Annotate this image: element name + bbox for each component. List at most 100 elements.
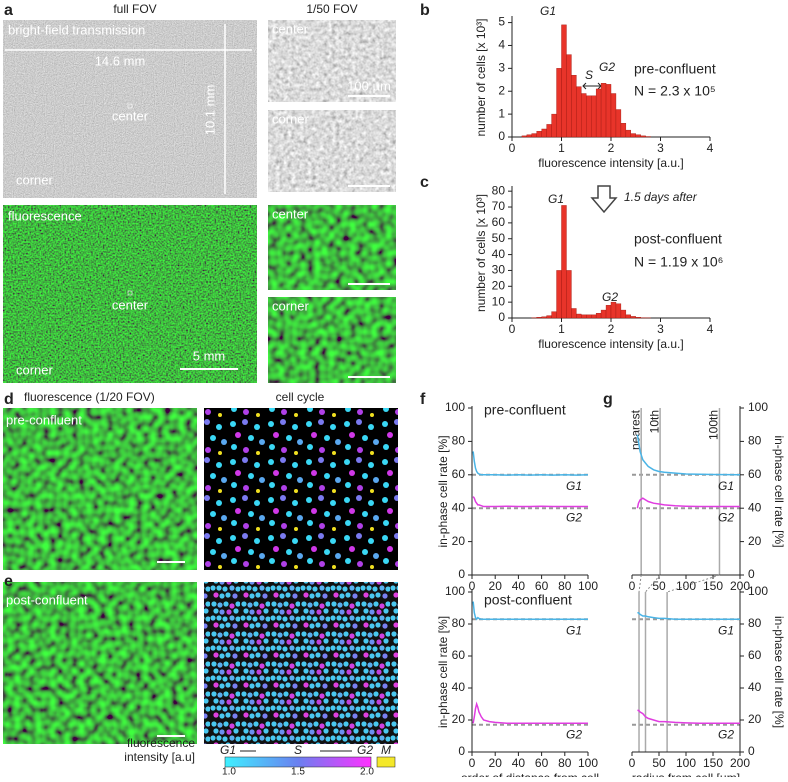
bar (532, 134, 537, 137)
x-axis-label: order of distance from cell (461, 771, 599, 777)
x-tick-label: 50 (652, 756, 666, 770)
condition: post-confluent (634, 231, 722, 247)
image-label: corner (16, 172, 54, 187)
scale-label: 5 mm (193, 348, 226, 363)
y-tick-label: 20 (748, 712, 762, 726)
y-tick-label: 100 (445, 584, 465, 598)
image-label: corner (272, 111, 310, 126)
bar (527, 135, 532, 137)
dimension-label: 14.6 mm (95, 53, 146, 68)
bar (591, 96, 596, 137)
x-tick-label: 150 (703, 756, 723, 770)
panel-label: e (4, 573, 13, 590)
x-tick-label: 2 (608, 322, 615, 336)
m-swatch (377, 757, 395, 767)
image-label: bright-field transmission (8, 22, 145, 37)
heading: 1/50 FOV (306, 2, 357, 16)
y-tick-label: 0 (498, 310, 505, 324)
marker-label: 100th (707, 410, 721, 440)
bar (581, 94, 586, 137)
y-tick-label: 0 (458, 744, 465, 758)
x-tick-label: 0 (469, 756, 476, 770)
annotation: G1 (540, 4, 556, 18)
condition: pre-confluent (484, 402, 566, 418)
count: N = 1.19 x 10⁶ (634, 254, 723, 270)
x-tick-label: 0 (509, 141, 516, 155)
bar (586, 96, 591, 137)
bar (562, 205, 567, 318)
x-tick-label: 60 (535, 756, 549, 770)
image-label: fluorescence (8, 208, 82, 223)
time-arrow (592, 186, 616, 212)
image-label: pre-confluent (6, 412, 82, 427)
bar (552, 114, 557, 137)
y-tick-label: 80 (452, 434, 466, 448)
y-tick-label: 0 (458, 567, 465, 581)
y-axis-label: number of cells [x 10³] (474, 18, 488, 136)
series-label: G1 (718, 623, 734, 637)
bar (591, 315, 596, 318)
count: N = 2.3 x 10⁵ (634, 83, 716, 99)
y-axis-label: in-phase cell rate [%] (436, 435, 450, 547)
bar (601, 83, 606, 137)
bar (547, 316, 552, 318)
x-tick-label: 100 (676, 579, 696, 593)
image-label: corner (272, 298, 310, 313)
y-tick-label: 20 (452, 712, 466, 726)
bar (621, 123, 626, 137)
heading: fluorescence (1/20 FOV) (24, 390, 155, 404)
bar (616, 304, 621, 318)
image-label: center (272, 206, 309, 221)
phase-label: G2 (357, 743, 373, 757)
bar (636, 135, 641, 137)
y-tick-label: 20 (492, 278, 506, 292)
series-label: G1 (718, 479, 734, 493)
image-label: center (112, 108, 149, 123)
colorbar-tick: 1.0 (222, 767, 236, 777)
bar (641, 136, 646, 137)
bar (537, 317, 542, 318)
y-tick-label: 0 (498, 129, 505, 143)
panel-label: c (420, 174, 429, 191)
x-tick-label: 4 (707, 322, 714, 336)
bar (611, 302, 616, 318)
y-tick-label: 40 (492, 247, 506, 261)
y-tick-label: 60 (452, 467, 466, 481)
bar (606, 305, 611, 318)
x-axis-label: radius from cell [µm] (632, 771, 740, 777)
y-tick-label: 5 (498, 15, 505, 29)
y-tick-label: 30 (492, 263, 506, 277)
condition: post-confluent (484, 592, 572, 608)
series-label: G2 (718, 511, 734, 525)
x-tick-label: 0 (629, 756, 636, 770)
phase-label: S (294, 743, 302, 757)
annotation: S (585, 68, 593, 82)
colorbar-tick: 2.0 (360, 767, 374, 777)
y-tick-label: 80 (748, 434, 762, 448)
bar (571, 308, 576, 318)
image-label: post-confluent (6, 592, 88, 607)
panel-label: f (420, 391, 426, 408)
y-tick-label: 100 (445, 400, 465, 414)
image-label: center (112, 297, 149, 312)
x-tick-label: 100 (676, 756, 696, 770)
bar (616, 110, 621, 137)
panel-a: a full FOV 1/50 FOV bright-field transmi… (3, 2, 396, 383)
y-tick-label: 40 (452, 500, 466, 514)
x-tick-label: 80 (558, 756, 572, 770)
colorbar-tick: 1.5 (291, 767, 305, 777)
y-tick-label: 70 (492, 199, 506, 213)
x-tick-label: 100 (578, 756, 598, 770)
marker-label: 10th (647, 410, 661, 433)
y-tick-label: 100 (748, 400, 768, 414)
x-tick-label: 40 (512, 579, 526, 593)
y-tick-label: 60 (748, 467, 762, 481)
y-axis-label: in-phase cell rate [%] (772, 616, 786, 728)
bar (581, 315, 586, 318)
x-tick-label: 3 (657, 322, 664, 336)
series-label: G1 (566, 479, 582, 493)
series-line (473, 704, 588, 723)
y-axis-label: in-phase cell rate [%] (436, 616, 450, 728)
bar (542, 317, 547, 318)
x-tick-label: 200 (730, 756, 750, 770)
